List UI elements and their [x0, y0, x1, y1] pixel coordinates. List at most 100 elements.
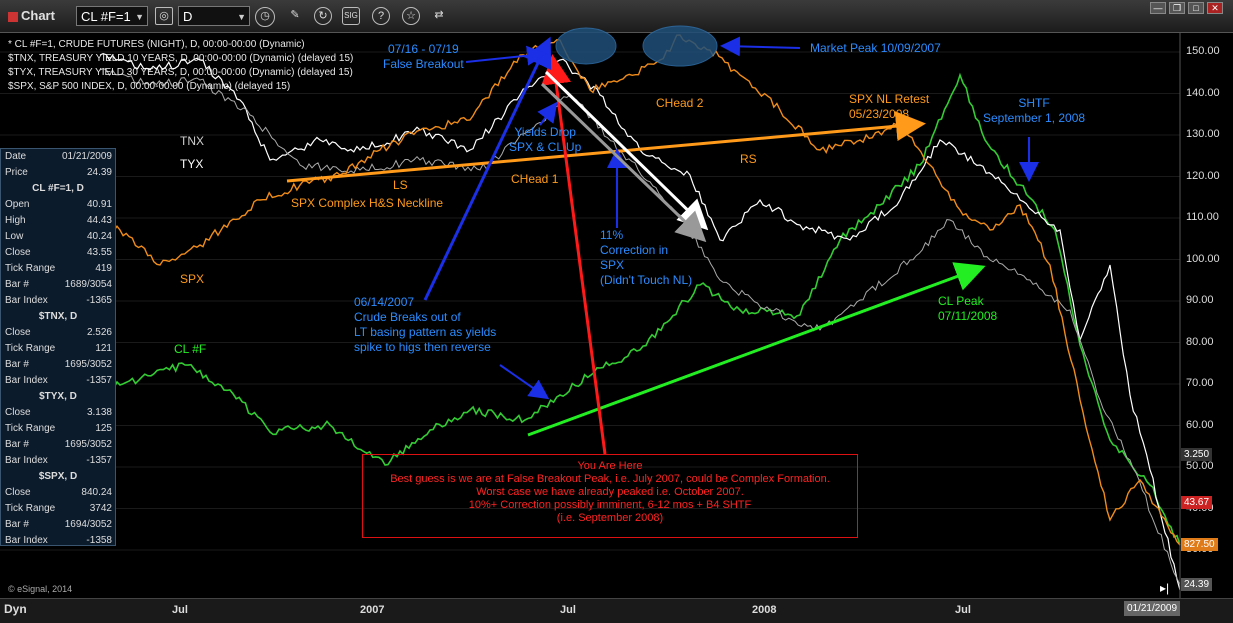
dyn-button[interactable]: Dyn [4, 602, 27, 616]
data-window-row: Close 840.24 [1, 485, 115, 501]
pencil-icon[interactable]: ✎ [290, 9, 300, 21]
data-window-value: 44.43 [86, 215, 112, 226]
time-tick-label: Jul [955, 604, 971, 616]
clock-icon[interactable]: ◷ [255, 7, 275, 27]
neckline-arrow [286, 111, 926, 183]
data-window-label: Close [5, 247, 31, 258]
data-window-row: Bar Index -1365 [1, 293, 115, 309]
series-layer [0, 34, 1181, 591]
data-window-value: 1695/3052 [64, 359, 112, 370]
data-window-row: Bar # 1689/3054 [1, 277, 115, 293]
annotation-chead1: CHead 1 [511, 172, 559, 186]
cl-trendline [527, 262, 986, 437]
data-window-value: 3.138 [86, 407, 112, 418]
legend-tyx[interactable]: $TYX, TREASURY YIELD 30 YEARS, D, 00:00-… [8, 67, 353, 78]
data-window-value: 121 [95, 343, 112, 354]
price-tick-label: 100.00 [1186, 252, 1220, 265]
data-window-row: Close 2.526 [1, 325, 115, 341]
data-window-label: Bar Index [5, 535, 48, 546]
series-tyx [99, 68, 1181, 586]
data-window-value: 1695/3052 [64, 439, 112, 450]
legend-spx[interactable]: $SPX, S&P 500 INDEX, D, 00:00-00:00 (Dyn… [8, 81, 291, 92]
data-window-value: -1358 [86, 535, 112, 546]
crude-breaks-arrow [499, 364, 550, 400]
yields-drop-arrow [537, 101, 558, 126]
data-window-row: Bar Index -1357 [1, 453, 115, 469]
annotation-crude-breaks: 06/14/2007 Crude Breaks out of LT basing… [354, 295, 497, 354]
data-window-label: Bar # [5, 279, 29, 290]
data-window-row: Date 01/21/2009 [1, 149, 115, 165]
symbol-settings-icon[interactable]: ◎ [155, 7, 173, 25]
annotation-cl-f: CL #F [174, 342, 207, 356]
sig-icon[interactable]: SIG [342, 7, 360, 25]
symbol-input[interactable]: CL #F=1 ▼ [76, 6, 148, 26]
symbol-value: CL #F=1 [81, 9, 131, 24]
chart-titlebar: Chart CL #F=1 ▼ ◎ D ▼ ◷ ✎ ↻ SIG ? ☆ ⇄ — ❐ … [0, 0, 1233, 33]
data-window-row: High 44.43 [1, 213, 115, 229]
time-tick-label: Jul [560, 604, 576, 616]
data-window-label: Low [5, 231, 24, 242]
data-window-row: Tick Range 3742 [1, 501, 115, 517]
annotation-market-peak: Market Peak 10/09/2007 [810, 41, 941, 55]
price-tick-label: 110.00 [1186, 211, 1219, 223]
time-tick-label: Jul [172, 604, 188, 616]
data-window-row: Tick Range 125 [1, 421, 115, 437]
market-peak-arrow [720, 36, 801, 57]
annotation-correction: 11% Correction in SPX (Didn't Touch NL) [600, 228, 693, 287]
price-tick-label: 120.00 [1186, 169, 1220, 182]
data-window-label: Bar Index [5, 375, 48, 386]
data-window-label: Tick Range [5, 343, 56, 354]
breakout-arrow [423, 36, 552, 301]
data-window-value: 24.39 [86, 167, 112, 178]
chevron-down-icon: ▼ [237, 12, 246, 22]
close-icon[interactable]: ✕ [1207, 2, 1223, 14]
data-window-row: Close 3.138 [1, 405, 115, 421]
price-tick-label: 90.00 [1186, 294, 1214, 306]
interval-value: D [183, 9, 193, 24]
time-axis[interactable] [0, 598, 1233, 623]
series-cl [0, 72, 1181, 546]
data-window-value: -1365 [86, 295, 112, 306]
refresh-icon[interactable]: ↻ [314, 7, 332, 25]
help-icon[interactable]: ? [372, 7, 390, 25]
data-window: Date 01/21/2009 Price 24.39 CL #F=1, D Open 40… [0, 148, 116, 546]
star-icon[interactable]: ☆ [402, 7, 420, 25]
data-window-label: Close [5, 407, 31, 418]
price-tick-label: 80.00 [1186, 335, 1214, 348]
chevron-down-icon: ▼ [135, 12, 144, 22]
price-badge: 43.67 [1181, 496, 1213, 509]
copyright-text: © eSignal, 2014 [8, 584, 73, 594]
data-window-row: Open 40.91 [1, 197, 115, 213]
data-window-value: -1357 [86, 375, 112, 386]
data-window-row: Bar # 1694/3052 [1, 517, 115, 533]
annotation-spx: SPX [180, 272, 205, 286]
price-tick-label: 60.00 [1186, 418, 1214, 431]
annotation-tnx: TNX [180, 134, 204, 148]
peak-ellipse-2 [642, 25, 718, 67]
grid-lines [0, 51, 1180, 551]
data-window-value: 419 [95, 263, 112, 274]
time-tick-label: 2008 [752, 604, 777, 616]
data-window-label: Tick Range [5, 263, 56, 274]
app-title: Chart [8, 8, 55, 23]
minimize-icon[interactable]: — [1150, 2, 1166, 14]
data-window-value: 840.24 [81, 487, 112, 498]
restore-icon[interactable]: ❐ [1169, 2, 1185, 14]
legend-cl[interactable]: * CL #F=1, CRUDE FUTURES (NIGHT), D, 00:… [8, 39, 305, 50]
data-window-label: Tick Range [5, 423, 56, 434]
price-tick-label: 130.00 [1186, 128, 1220, 140]
maximize-icon[interactable]: □ [1188, 2, 1204, 14]
data-window-header: $TYX, D [39, 391, 77, 402]
data-window-header: CL #F=1, D [32, 183, 84, 194]
legend-tnx[interactable]: $TNX, TREASURY YIELD 10 YEARS, D, 00:00-… [8, 53, 354, 64]
price-badge: 24.39 [1181, 578, 1213, 591]
plot-background [0, 33, 1180, 598]
data-window-header: $TNX, D [38, 311, 78, 322]
link-icon[interactable]: ⇄ [434, 9, 444, 21]
data-window-label: Tick Range [5, 503, 56, 514]
false-breakout-arrow [465, 45, 547, 66]
yields-drop-white-arrow [544, 70, 709, 231]
interval-select[interactable]: D ▼ [178, 6, 250, 26]
scroll-right-icon[interactable]: ▸| [1160, 581, 1170, 595]
series-legend: * CL #F=1, CRUDE FUTURES (NIGHT), D, 00:… [8, 38, 353, 94]
